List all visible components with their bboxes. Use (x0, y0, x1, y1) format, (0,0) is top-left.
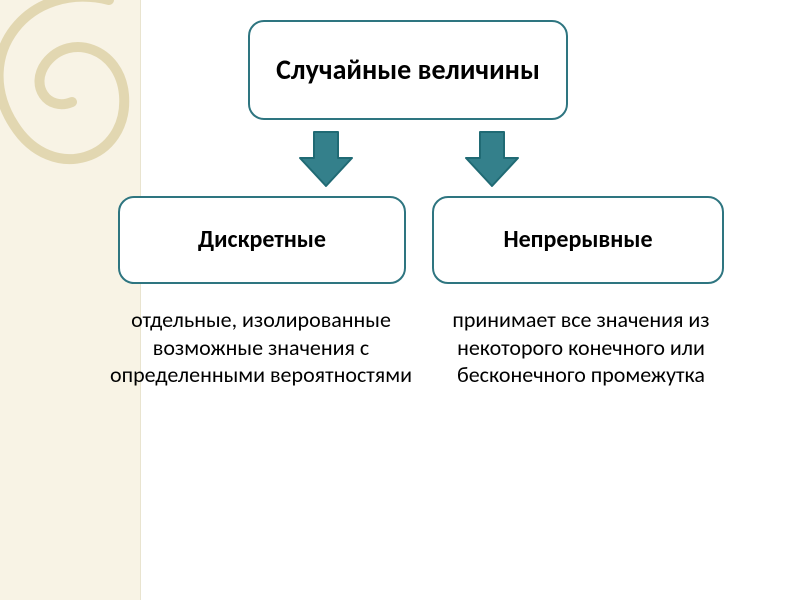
child-box-continuous-label: Непрерывные (503, 226, 652, 254)
slide: Случайные величины Дискретные Непрерывны… (0, 0, 800, 600)
spiral-decor-icon (0, 0, 144, 220)
child-box-discrete: Дискретные (118, 196, 406, 284)
child-box-discrete-label: Дискретные (198, 226, 326, 254)
child-box-continuous: Непрерывные (432, 196, 724, 284)
description-discrete: отдельные, изолированные возможные значе… (108, 306, 414, 389)
root-box-random-variables: Случайные величины (248, 20, 568, 120)
description-continuous: принимает все значения из некоторого кон… (438, 306, 724, 389)
arrow-down-right-icon (462, 128, 522, 188)
root-box-label: Случайные величины (276, 54, 540, 86)
arrow-down-left-icon (296, 128, 356, 188)
